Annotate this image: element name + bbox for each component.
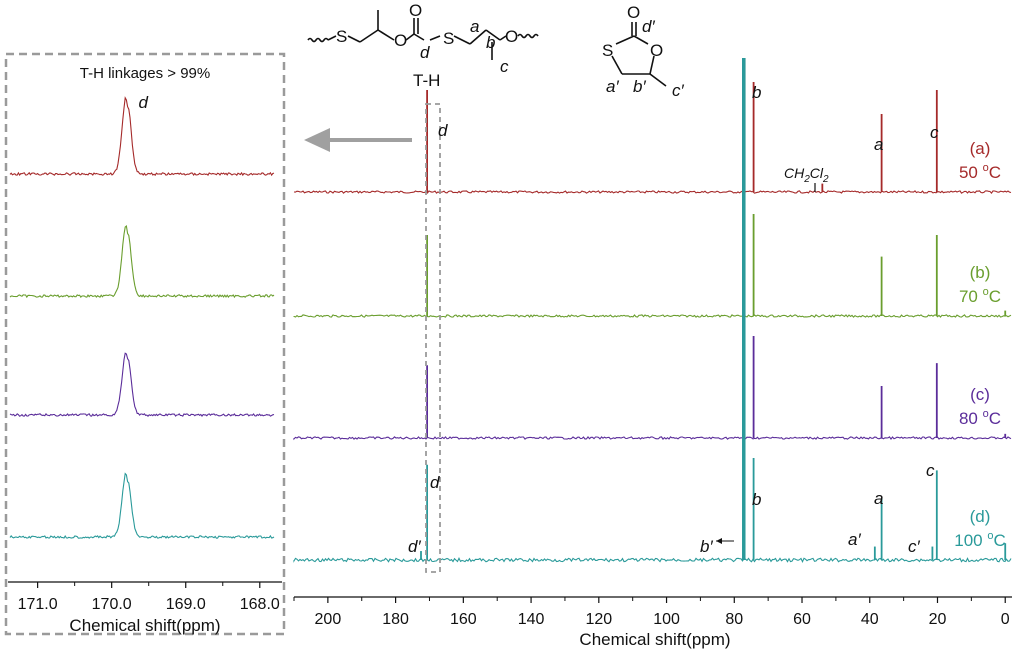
ring-s: S bbox=[602, 41, 613, 60]
series-temp-unit-2: C bbox=[989, 287, 1001, 306]
solvent-sub2: 2 bbox=[822, 174, 829, 185]
chain-o3: O bbox=[505, 27, 518, 46]
chain-s1: S bbox=[336, 27, 347, 46]
ring-letter-c: c′ bbox=[672, 81, 685, 100]
series-temp-4: 100 oC bbox=[954, 530, 1006, 550]
peak-label-dprime: d′ bbox=[408, 537, 421, 556]
peak-label-b-bottom: b bbox=[752, 490, 761, 509]
peak-label-c-top: c bbox=[930, 123, 939, 142]
ring-o-top: O bbox=[627, 3, 640, 22]
series-labels: (a)50 oC(b)70 oC(c)80 oC(d)100 oC bbox=[954, 139, 1006, 550]
ring-o: O bbox=[650, 41, 663, 60]
series-temp-value-1: 50 bbox=[959, 163, 983, 182]
peak-labels: b d a c CH2Cl2 d d′ b′ b a a′ c c′ bbox=[408, 83, 939, 556]
chain-letter-a: a bbox=[470, 17, 479, 36]
inset-spectra: d bbox=[9, 93, 275, 539]
main-tick-label-180: 180 bbox=[382, 611, 409, 628]
main-tick-label-0: 0 bbox=[1001, 611, 1010, 628]
solvent-cl: Cl bbox=[810, 165, 824, 181]
main-tick-label-60: 60 bbox=[793, 611, 811, 628]
inset-tick-label: 171.0 bbox=[18, 596, 58, 613]
ring-letter-b: b′ bbox=[633, 77, 646, 96]
chain-letter-b: b bbox=[486, 33, 495, 52]
peak-label-cprime: c′ bbox=[908, 537, 921, 556]
ring-structure bbox=[611, 22, 667, 87]
series-temp-1: 50 oC bbox=[959, 162, 1001, 182]
chain-o1: O bbox=[394, 31, 407, 50]
inset-tick-label: 168.0 bbox=[240, 596, 280, 613]
chain-structure bbox=[307, 10, 539, 60]
solvent-label: CH2Cl2 bbox=[784, 165, 829, 185]
chain-o2: O bbox=[409, 1, 422, 20]
inset-spectrum-2 bbox=[9, 225, 275, 299]
peak-label-a-bottom: a bbox=[874, 489, 883, 508]
spectrum-baseline-2 bbox=[293, 314, 1012, 318]
inset-spectrum-4 bbox=[9, 472, 275, 539]
main-tick-label-40: 40 bbox=[861, 611, 879, 628]
solvent-ch: CH bbox=[784, 165, 805, 181]
ring-letter-d: d′ bbox=[642, 17, 655, 36]
peak-label-aprime: a′ bbox=[848, 530, 861, 549]
inset-spectrum-1 bbox=[9, 96, 275, 177]
series-name-3: (c) bbox=[970, 385, 990, 404]
solvent-sub1: 2 bbox=[803, 174, 810, 185]
series-name-4: (d) bbox=[970, 507, 991, 526]
peak-label-d-bottom: d bbox=[430, 473, 440, 492]
chain-letter-c: c bbox=[500, 57, 509, 76]
chain-s2: S bbox=[443, 29, 454, 48]
peak-label-c-bottom: c bbox=[926, 461, 935, 480]
main-tick-label-200: 200 bbox=[315, 611, 342, 628]
series-temp-value-3: 80 bbox=[959, 409, 983, 428]
spectrum-baseline-3 bbox=[293, 436, 1012, 441]
series-temp-unit-4: C bbox=[993, 531, 1005, 550]
chain-atoms: S O O S O d a b c T-H bbox=[336, 1, 518, 90]
main-tick-label-120: 120 bbox=[585, 611, 612, 628]
chain-letter-d: d bbox=[420, 43, 430, 62]
peak-label-bprime: b′ bbox=[700, 537, 713, 556]
series-temp-3: 80 oC bbox=[959, 408, 1001, 428]
series-temp-value-4: 100 bbox=[954, 531, 987, 550]
main-x-ticks: 200 180 160 140 120 100 80 60 40 20 0 bbox=[293, 597, 1010, 628]
highlight-box-d bbox=[425, 103, 441, 573]
inset-x-ticks: 171.0 170.0 169.0 168.0 bbox=[18, 582, 280, 613]
peak-label-b-top: b bbox=[752, 83, 761, 102]
inset-x-axis-title: Chemical shift(ppm) bbox=[69, 616, 220, 635]
main-tick-label-20: 20 bbox=[929, 611, 947, 628]
inset-peak-label-d: d bbox=[138, 93, 148, 112]
spectrum-baseline-1 bbox=[293, 190, 1012, 194]
main-tick-label-80: 80 bbox=[725, 611, 743, 628]
zoom-arrow bbox=[304, 128, 412, 152]
series-temp-degree-4: o bbox=[987, 530, 993, 542]
inset-spectrum-3 bbox=[9, 352, 275, 418]
series-name-1: (a) bbox=[970, 139, 991, 158]
series-temp-unit-3: C bbox=[989, 409, 1001, 428]
inset-tick-label: 169.0 bbox=[166, 596, 206, 613]
ring-atoms: O S O d′ a′ b′ c′ bbox=[602, 3, 685, 100]
series-temp-degree-3: o bbox=[983, 408, 989, 420]
inset-frame bbox=[4, 52, 286, 636]
series-temp-degree-2: o bbox=[983, 286, 989, 298]
inset-tick-label: 170.0 bbox=[92, 596, 132, 613]
main-x-axis-title: Chemical shift(ppm) bbox=[579, 630, 730, 649]
bprime-arrowhead bbox=[716, 538, 722, 544]
peak-label-a-top: a bbox=[874, 135, 883, 154]
main-tick-label-140: 140 bbox=[518, 611, 545, 628]
series-temp-2: 70 oC bbox=[959, 286, 1001, 306]
spectrum-baseline-4 bbox=[293, 557, 1012, 564]
main-spectra bbox=[293, 58, 1012, 564]
ring-letter-a: a′ bbox=[606, 77, 619, 96]
main-tick-label-100: 100 bbox=[653, 611, 680, 628]
peak-label-d-top: d bbox=[438, 121, 448, 140]
series-temp-value-2: 70 bbox=[959, 287, 983, 306]
chain-label: T-H bbox=[413, 71, 440, 90]
series-temp-unit-1: C bbox=[989, 163, 1001, 182]
main-tick-label-160: 160 bbox=[450, 611, 477, 628]
inset-title: T-H linkages > 99% bbox=[80, 65, 210, 82]
series-name-2: (b) bbox=[970, 263, 991, 282]
series-temp-degree-1: o bbox=[983, 162, 989, 174]
